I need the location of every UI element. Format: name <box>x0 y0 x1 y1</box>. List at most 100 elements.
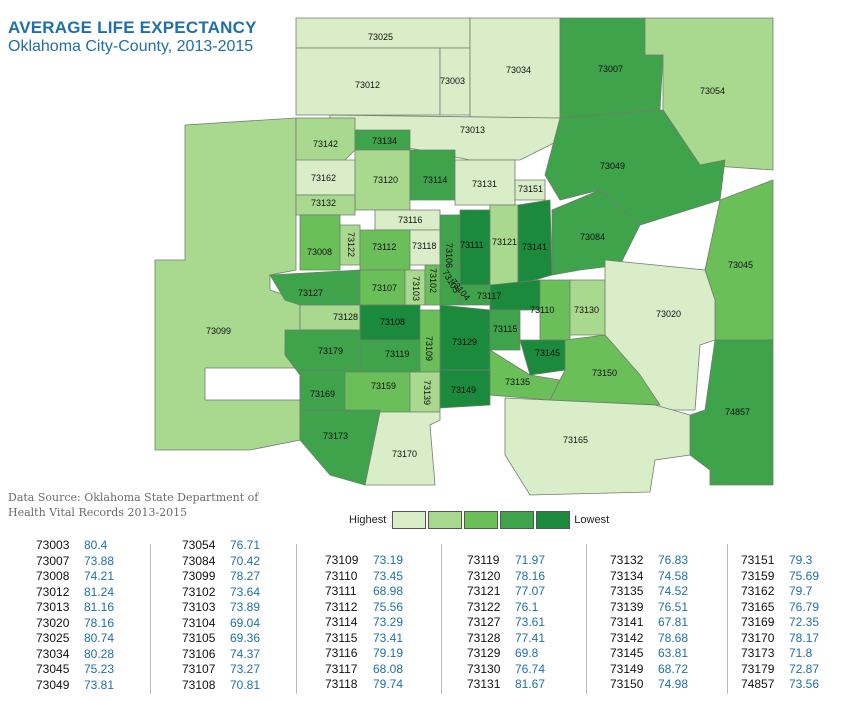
zip-label: 73008 <box>307 247 332 257</box>
zip-label: 73116 <box>398 215 422 225</box>
zip-label: 73159 <box>371 381 396 391</box>
region-73099-hole <box>204 367 301 401</box>
table-row: 73165 76.79 <box>741 599 820 614</box>
zip-label: 73099 <box>206 326 231 336</box>
zip-label: 73115 <box>493 324 517 334</box>
table-row: 73008 74.21 <box>36 569 115 583</box>
table-row: 73131 81.67 <box>467 677 546 691</box>
region-73150 <box>549 334 661 406</box>
zip-label: 73012 <box>355 80 380 90</box>
table-row: 73179 72.87 <box>741 661 820 676</box>
table-row: 73107 73.27 <box>182 662 261 676</box>
column-divider <box>441 544 442 694</box>
legend-swatch <box>428 511 463 529</box>
zip-label: 73121 <box>492 237 517 247</box>
zip-label: 73049 <box>600 161 625 171</box>
column-divider <box>150 544 151 694</box>
table-row: 73104 69.04 <box>182 615 261 630</box>
zip-label: 73103 <box>411 276 421 301</box>
zip-label: 73108 <box>380 317 405 327</box>
table-row: 73132 76.83 <box>610 553 689 567</box>
zip-label: 74857 <box>725 407 750 417</box>
region-73159 <box>344 371 411 416</box>
zip-labels: 73025 73012 73003 73034 73007 73054 7301… <box>206 32 753 459</box>
zip-label: 73135 <box>505 377 530 387</box>
legend-high-label: Highest <box>349 514 387 526</box>
region-73132 <box>295 194 356 216</box>
table-row: 73130 76.74 <box>467 661 546 676</box>
table-row: 73120 78.16 <box>467 568 546 583</box>
table-row: 73110 73.45 <box>325 568 404 583</box>
zip-label: 73119 <box>385 349 409 359</box>
table-row: 73151 79.3 <box>741 553 813 567</box>
column-divider <box>296 544 297 694</box>
table-row: 73149 68.72 <box>610 661 689 676</box>
table-row: 73025 80.74 <box>36 631 115 645</box>
region-73142 <box>295 117 356 166</box>
zip-label: 73162 <box>311 173 336 183</box>
table-row: 73128 77.41 <box>467 630 546 645</box>
legend-swatch <box>500 511 535 529</box>
table-row: 73003 80.4 <box>36 538 108 552</box>
zip-label: 73149 <box>451 385 476 395</box>
life-expectancy-table: 73003 80.4 73007 73.88 73008 74.21 73012 81.… <box>0 538 841 702</box>
zip-label: 73118 <box>412 241 436 251</box>
column-divider <box>586 544 587 694</box>
table-column: 73119 71.97 73120 78.16 73121 77.07 73122 76… <box>467 553 545 693</box>
column-divider <box>727 544 728 694</box>
zip-label: 73131 <box>472 179 497 189</box>
zip-label: 73107 <box>372 283 397 293</box>
region-73170 <box>364 411 441 486</box>
zip-label: 73129 <box>452 337 477 347</box>
table-row: 73141 67.81 <box>610 615 689 629</box>
map-subtitle: Oklahoma City-County, 2013-2015 <box>8 38 254 55</box>
zip-label: 73110 <box>530 305 554 315</box>
zip-label: 73150 <box>592 368 617 378</box>
zip-label: 73102 <box>428 268 438 293</box>
data-source-note: Data Source: Oklahoma State Department o… <box>8 491 259 519</box>
zip-label: 73169 <box>310 389 335 399</box>
table-row: 73054 76.71 <box>182 538 261 552</box>
zip-label: 73120 <box>373 175 398 185</box>
table-row: 73121 77.07 <box>467 584 546 598</box>
zip-label: 73117 <box>477 291 501 301</box>
zip-label: 73165 <box>563 435 588 445</box>
table-row: 73127 73.61 <box>467 615 546 629</box>
table-row: 73049 73.81 <box>36 677 115 692</box>
zip-label: 73013 <box>460 125 485 135</box>
region-73115 <box>489 309 521 351</box>
region-73149 <box>439 369 491 409</box>
table-row: 73111 68.98 <box>325 584 404 598</box>
region-73008 <box>299 214 341 271</box>
table-row: 73142 78.68 <box>610 630 689 645</box>
table-column: 73151 79.3 73159 75.69 73162 79.7 73165 76.7… <box>741 553 819 693</box>
table-row: 73115 73.41 <box>325 630 404 645</box>
table-row: 73122 76.1 <box>467 599 539 614</box>
table-column: 73003 80.4 73007 73.88 73008 74.21 73012 81.… <box>36 538 114 693</box>
table-row: 73129 69.8 <box>467 646 539 660</box>
zip-label: 73151 <box>518 184 543 194</box>
legend-swatch <box>536 511 571 529</box>
table-row: 73117 68.08 <box>325 661 404 676</box>
zip-label: 73139 <box>422 380 432 405</box>
zip-label: 73145 <box>535 348 560 358</box>
table-row: 73103 73.89 <box>182 600 261 614</box>
region-73151 <box>514 179 546 201</box>
legend-swatch <box>392 511 427 529</box>
zip-label: 73112 <box>372 242 396 252</box>
region-73173 <box>299 409 381 486</box>
zip-label: 73003 <box>440 76 465 86</box>
legend-low-label: Lowest <box>574 514 610 526</box>
table-row: 73139 76.51 <box>610 599 689 614</box>
legend: Highest Lowest <box>345 511 613 529</box>
zip-label: 73122 <box>346 232 356 257</box>
choropleth-map: 73025 73012 73003 73034 73007 73054 7301… <box>154 17 774 496</box>
table-row: 73145 63.81 <box>610 646 689 660</box>
zip-label: 73109 <box>424 336 434 361</box>
zip-label: 73141 <box>522 242 547 252</box>
table-row: 73173 71.8 <box>741 646 813 660</box>
zip-label: 73054 <box>700 86 725 96</box>
table-row: 73109 73.19 <box>325 553 404 567</box>
region-74857 <box>689 339 774 486</box>
zip-label: 73179 <box>318 346 343 356</box>
